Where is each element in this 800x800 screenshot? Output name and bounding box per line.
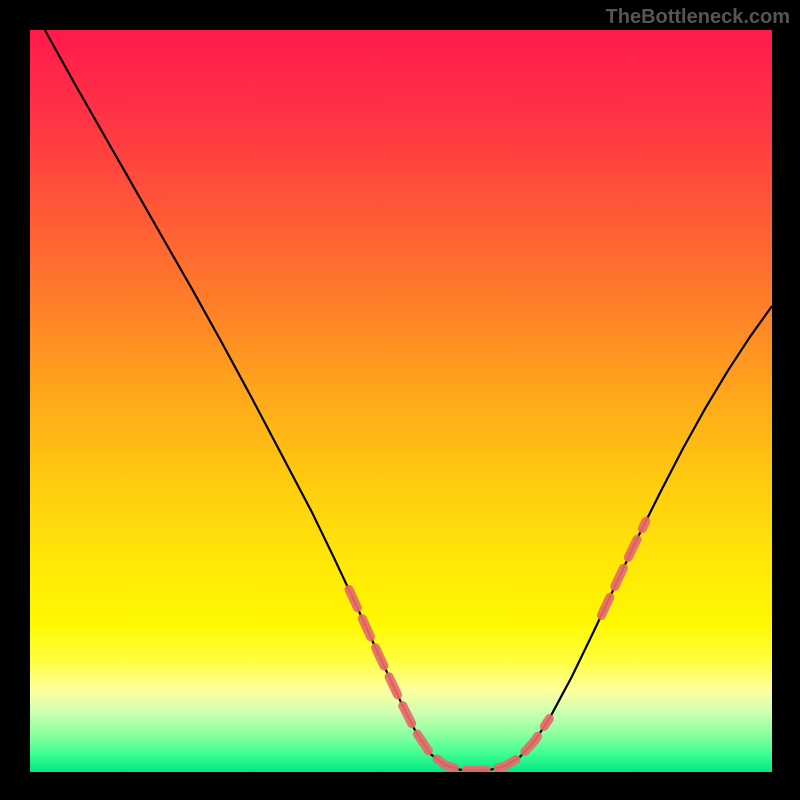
plot-svg — [30, 30, 772, 772]
gradient-background — [30, 30, 772, 772]
plot-area — [30, 30, 772, 772]
watermark-label: TheBottleneck.com — [606, 6, 790, 29]
chart-container: TheBottleneck.com — [0, 0, 800, 800]
